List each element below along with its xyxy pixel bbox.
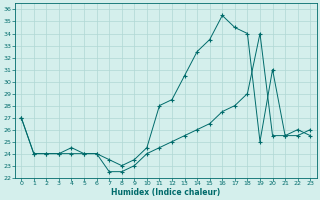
X-axis label: Humidex (Indice chaleur): Humidex (Indice chaleur)	[111, 188, 220, 197]
